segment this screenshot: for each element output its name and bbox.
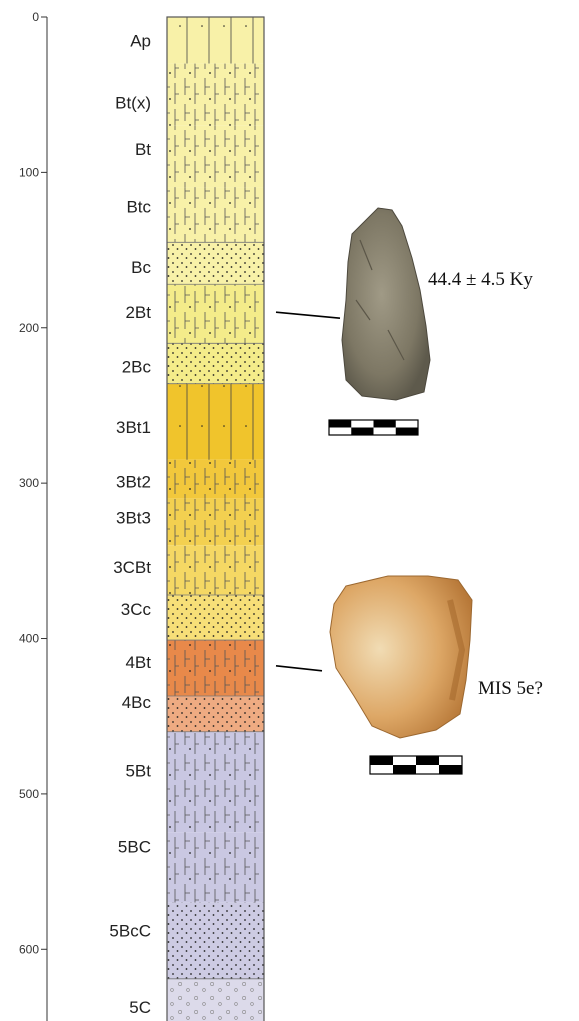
horizon-texture: [167, 696, 264, 732]
horizon-texture: [167, 17, 264, 64]
quartzite-artifact-image: [329, 575, 473, 739]
horizon-label: Ap: [130, 31, 151, 50]
depth-axis: 0 100 200 300 400 500 600: [19, 10, 48, 1021]
artifact-2-leader-line: [275, 665, 323, 672]
horizon-label: 3Cc: [121, 600, 152, 619]
horizon-label: 4Bc: [122, 693, 152, 712]
horizon-label: 2Bc: [122, 358, 152, 377]
artifact-1-age-label: 44.4 ± 4.5 Ky: [428, 269, 533, 290]
horizon-texture: [167, 125, 264, 188]
horizon-label: Bc: [131, 258, 151, 277]
depth-tick-label: 200: [19, 321, 39, 335]
horizon-texture: [167, 383, 264, 460]
horizon-label: Bt(x): [115, 93, 151, 112]
horizon-texture: [167, 832, 264, 903]
depth-tick-label: 500: [19, 787, 39, 801]
horizon-texture: [167, 731, 264, 833]
horizon-texture: [167, 63, 264, 126]
artifact-1-scale-bar: [328, 419, 419, 436]
horizon-label: 4Bt: [125, 653, 151, 672]
depth-tick-label: 400: [19, 632, 39, 646]
horizon-texture: [167, 978, 264, 1021]
horizon-label: 2Bt: [125, 303, 151, 322]
artifact-group: 44.4 ± 4.5 Ky MIS 5e?: [275, 207, 543, 775]
artifact-1-leader-line: [275, 311, 341, 320]
horizon-label: 5Bt: [125, 762, 151, 781]
artifact-2-age-label: MIS 5e?: [478, 678, 543, 699]
horizon-label: Btc: [126, 198, 151, 217]
horizon-texture: [167, 284, 264, 344]
horizon-label: 5BcC: [109, 922, 151, 941]
horizon-texture: [167, 187, 264, 243]
artifact-2-scale-bar: [369, 755, 463, 775]
horizon-texture: [167, 498, 264, 546]
horizon-texture: [167, 459, 264, 499]
horizon-fills: [166, 16, 265, 1021]
horizon-texture: [167, 545, 264, 596]
horizon-label: 3Bt1: [116, 418, 151, 437]
horizon-labels: Ap Bt(x) Bt Btc Bc 2Bt 2Bc 3Bt1 3Bt2 3Bt3 3CBt 3Cc 4…: [109, 31, 151, 1016]
horizon-texture: [167, 343, 264, 384]
horizon-texture: [167, 640, 264, 697]
horizon-label: Bt: [135, 140, 151, 159]
horizon-texture: [167, 902, 264, 979]
depth-tick-label: 300: [19, 476, 39, 490]
horizon-label: 3CBt: [113, 558, 151, 577]
depth-tick-label: 0: [32, 10, 39, 24]
horizon-texture: [167, 242, 264, 285]
horizon-label: 3Bt2: [116, 473, 151, 492]
profile-column-frame: [166, 16, 265, 1021]
horizon-label: 5BC: [118, 838, 151, 857]
depth-tick-label: 100: [19, 165, 39, 179]
horizon-label: 5C: [129, 998, 151, 1017]
horizon-label: 3Bt3: [116, 508, 151, 527]
horizon-texture: [167, 595, 264, 641]
flint-artifact-image: [341, 207, 431, 401]
depth-tick-label: 600: [19, 942, 39, 956]
